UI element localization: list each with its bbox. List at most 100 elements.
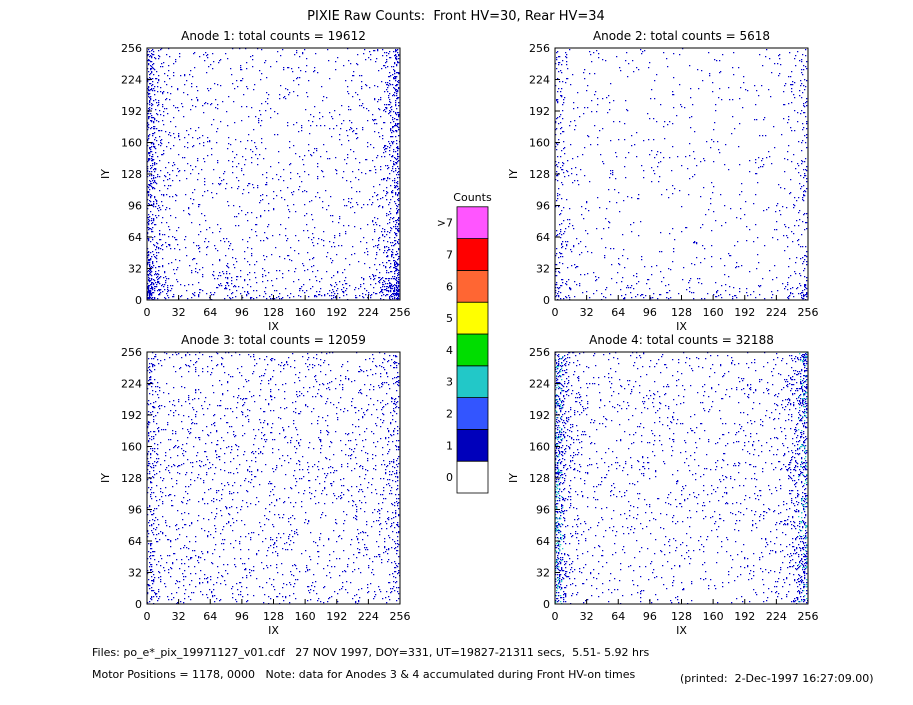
chart-title: PIXIE Raw Counts: Front HV=30, Rear HV=3… — [307, 9, 605, 24]
y-axis-label: IY — [99, 473, 112, 483]
x-tick-label: 32 — [172, 306, 186, 319]
y-tick-label: 0 — [543, 598, 550, 611]
pixel-texture — [147, 352, 401, 605]
x-tick-label: 32 — [172, 610, 186, 623]
y-tick-label: 192 — [121, 409, 142, 422]
x-tick-label: 192 — [326, 610, 347, 623]
y-tick-label: 192 — [121, 105, 142, 118]
x-tick-label: 160 — [703, 306, 724, 319]
x-tick-label: 64 — [611, 306, 625, 319]
y-tick-label: 64 — [536, 535, 550, 548]
y-tick-label: 224 — [121, 378, 142, 391]
y-tick-label: 128 — [529, 472, 550, 485]
y-axis-label: IY — [507, 169, 520, 179]
x-tick-label: 128 — [263, 610, 284, 623]
panel-title: Anode 1: total counts = 19612 — [181, 29, 366, 43]
y-tick-label: 160 — [529, 441, 550, 454]
y-tick-label: 256 — [121, 42, 142, 55]
y-tick-label: 96 — [128, 504, 142, 517]
footer-motor: Motor Positions = 1178, 0000 Note: data … — [92, 668, 635, 681]
colorbar-cell — [456, 301, 489, 335]
x-axis-label: IX — [268, 624, 279, 637]
x-tick-label: 224 — [766, 610, 787, 623]
y-tick-label: 128 — [121, 168, 142, 181]
footer-files: Files: po_e*_pix_19971127_v01.cdf 27 NOV… — [92, 646, 650, 659]
y-tick-label: 64 — [536, 231, 550, 244]
x-tick-label: 224 — [358, 306, 379, 319]
y-tick-label: 160 — [121, 441, 142, 454]
colorbar-cell — [456, 238, 489, 271]
y-tick-label: 192 — [529, 409, 550, 422]
x-tick-label: 192 — [326, 306, 347, 319]
y-tick-label: 128 — [121, 472, 142, 485]
footer-printed: (printed: 2-Dec-1997 16:27:09.00) — [680, 672, 874, 685]
y-tick-label: 192 — [529, 105, 550, 118]
colorbar-label: 6 — [446, 280, 453, 293]
y-tick-label: 0 — [135, 294, 142, 307]
x-tick-label: 128 — [263, 306, 284, 319]
x-tick-label: 96 — [235, 306, 249, 319]
colorbar-cell — [456, 365, 489, 398]
colorbar-label: 7 — [446, 249, 453, 262]
x-tick-label: 0 — [144, 306, 151, 319]
y-tick-label: 32 — [536, 567, 550, 580]
colorbar-label: 5 — [446, 312, 453, 325]
x-tick-label: 160 — [703, 610, 724, 623]
colorbar-label: 1 — [446, 439, 453, 452]
x-axis-label: IX — [676, 624, 687, 637]
x-axis-label: IX — [676, 320, 687, 333]
x-tick-label: 224 — [766, 306, 787, 319]
x-tick-label: 224 — [358, 610, 379, 623]
colorbar-cell — [456, 397, 489, 430]
pixel-texture — [555, 352, 809, 605]
colorbar-title: Counts — [453, 191, 492, 204]
x-tick-label: 0 — [552, 306, 559, 319]
y-tick-label: 32 — [128, 567, 142, 580]
x-tick-label: 64 — [203, 306, 217, 319]
pixel-texture — [555, 48, 809, 301]
y-tick-label: 64 — [128, 231, 142, 244]
panel-title: Anode 2: total counts = 5618 — [593, 29, 770, 43]
colorbar-label: 2 — [446, 408, 453, 421]
panel-title: Anode 3: total counts = 12059 — [181, 333, 366, 347]
y-tick-label: 160 — [529, 137, 550, 150]
x-tick-label: 0 — [552, 610, 559, 623]
y-tick-label: 32 — [536, 263, 550, 276]
x-axis-label: IX — [268, 320, 279, 333]
x-tick-label: 64 — [203, 610, 217, 623]
y-tick-label: 256 — [529, 42, 550, 55]
y-tick-label: 96 — [536, 200, 550, 213]
y-tick-label: 64 — [128, 535, 142, 548]
x-tick-label: 192 — [734, 306, 755, 319]
colorbar-cell — [456, 460, 489, 494]
x-tick-label: 96 — [235, 610, 249, 623]
colorbar-cell — [456, 428, 489, 462]
y-tick-label: 160 — [121, 137, 142, 150]
x-tick-label: 160 — [295, 610, 316, 623]
y-tick-label: 256 — [121, 346, 142, 359]
y-tick-label: 96 — [536, 504, 550, 517]
x-tick-label: 96 — [643, 306, 657, 319]
y-tick-label: 0 — [135, 598, 142, 611]
x-tick-label: 128 — [671, 610, 692, 623]
panel-title: Anode 4: total counts = 32188 — [589, 333, 774, 347]
x-tick-label: 256 — [390, 610, 411, 623]
colorbar-cell — [456, 269, 489, 303]
x-tick-label: 128 — [671, 306, 692, 319]
y-tick-label: 96 — [128, 200, 142, 213]
x-tick-label: 160 — [295, 306, 316, 319]
x-tick-label: 32 — [580, 610, 594, 623]
y-tick-label: 0 — [543, 294, 550, 307]
x-tick-label: 256 — [798, 306, 819, 319]
y-axis-label: IY — [507, 473, 520, 483]
y-tick-label: 128 — [529, 168, 550, 181]
y-tick-label: 224 — [121, 74, 142, 87]
colorbar-cell — [456, 206, 489, 240]
y-tick-label: 224 — [529, 378, 550, 391]
y-tick-label: 224 — [529, 74, 550, 87]
x-tick-label: 64 — [611, 610, 625, 623]
y-axis-label: IY — [99, 169, 112, 179]
colorbar-label: >7 — [437, 217, 453, 230]
colorbar-label: 0 — [446, 471, 453, 484]
